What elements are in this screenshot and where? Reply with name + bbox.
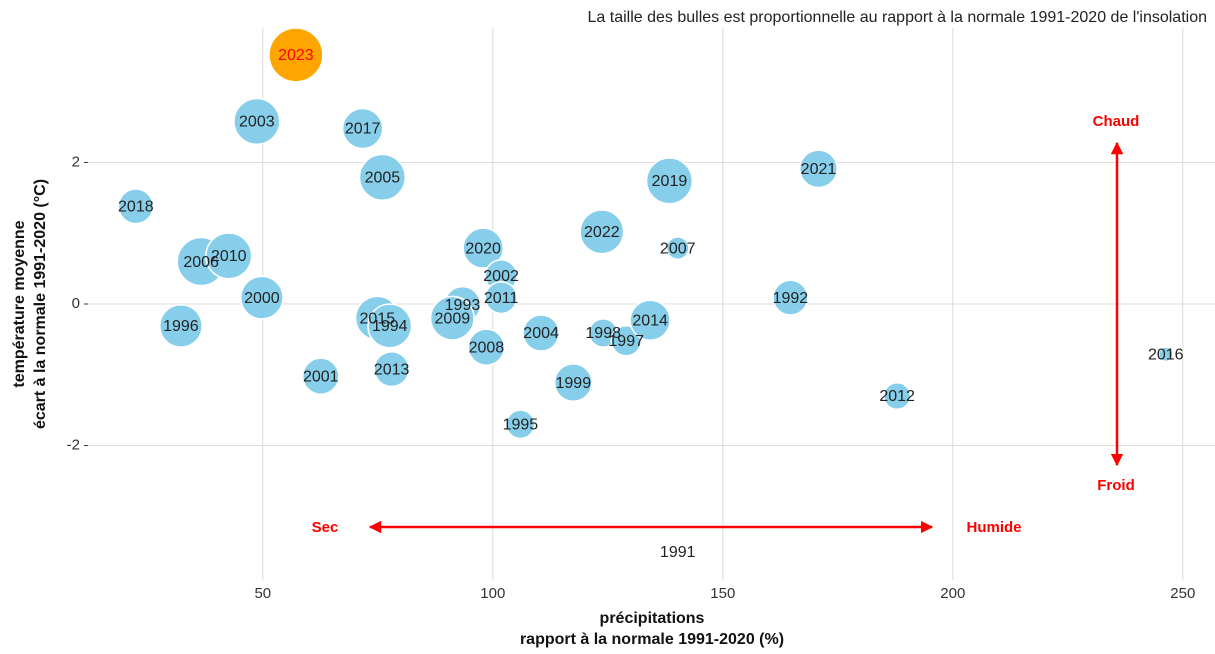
y-axis-title: écart à la normale 1991-2020 (°C) <box>32 179 49 429</box>
bubble <box>665 236 690 261</box>
bubble <box>341 107 384 150</box>
bubble <box>522 314 560 352</box>
bubble-label: 2016 <box>1148 346 1184 363</box>
bubble <box>799 149 838 189</box>
bubble <box>233 97 281 146</box>
x-tick-label: 250 <box>1170 585 1195 602</box>
x-tick-label: 150 <box>710 585 735 602</box>
bubble-label: 1998 <box>585 325 621 342</box>
bubble-label: 1997 <box>608 333 644 350</box>
bubble-label: 2007 <box>660 240 696 257</box>
bubble-label: 2000 <box>244 290 280 307</box>
bubble <box>158 303 203 348</box>
y-tick-label: -2 <box>67 437 80 454</box>
bubble-label: 2003 <box>239 114 275 131</box>
x-axis-title: précipitations <box>600 610 705 627</box>
bubble-label: 1994 <box>372 318 408 335</box>
bubble-label: 2002 <box>483 268 519 285</box>
bubble-label: 2019 <box>652 173 688 190</box>
bubble <box>505 409 536 440</box>
bubble-label: 1991 <box>660 544 696 561</box>
bubble <box>883 382 912 410</box>
bubble <box>117 188 154 225</box>
bubble <box>268 27 324 83</box>
annotation: Humide <box>966 519 1021 536</box>
bubble <box>462 227 504 269</box>
bubble <box>373 351 410 388</box>
annotation: Froid <box>1097 477 1135 494</box>
bubble-label: 2008 <box>469 339 505 356</box>
bubble-label: 2017 <box>345 121 381 138</box>
bubble <box>467 328 506 366</box>
bubble-label: 2020 <box>465 240 501 257</box>
bubble <box>610 325 642 357</box>
bubble-label: 2010 <box>211 248 247 265</box>
bubble-label: 2018 <box>118 199 154 216</box>
bubble <box>772 279 809 316</box>
bubble-label: 2005 <box>365 170 401 187</box>
bubble-label: 2015 <box>360 310 396 327</box>
x-tick-label: 100 <box>480 585 505 602</box>
bubble-label: 1999 <box>556 375 592 392</box>
bubble <box>629 299 671 342</box>
bubble-label: 2021 <box>801 161 837 178</box>
subtitle: La taille des bulles est proportionnelle… <box>588 9 1207 26</box>
bubble-label: 2009 <box>435 310 471 327</box>
bubble-label: 1996 <box>163 318 199 335</box>
bubble-label: 2014 <box>632 312 668 329</box>
bubble <box>1157 346 1174 363</box>
grid <box>84 28 1215 580</box>
y-axis-title: température moyenne <box>11 220 28 387</box>
bubble-label: 2013 <box>374 361 410 378</box>
bubble-label: 2001 <box>303 368 339 385</box>
bubble <box>301 357 340 395</box>
bubble <box>367 303 413 349</box>
bubble-label: 2011 <box>484 290 519 307</box>
bubble <box>239 275 284 320</box>
bubble <box>579 209 625 255</box>
bubble <box>358 153 407 201</box>
bubble <box>553 363 593 403</box>
bubble-label: 1995 <box>503 417 539 434</box>
x-tick-label: 200 <box>940 585 965 602</box>
x-tick-label: 50 <box>254 585 271 602</box>
bubble-label: 2023 <box>278 47 314 64</box>
x-axis-title: rapport à la normale 1991-2020 (%) <box>520 631 784 648</box>
bubble-label: 1993 <box>445 297 481 314</box>
bubble-label: 2022 <box>584 224 620 241</box>
bubble-label: 2006 <box>183 254 219 271</box>
bubble <box>205 232 253 280</box>
bubble-label: 1992 <box>773 290 809 307</box>
bubble <box>484 281 518 315</box>
annotation: Chaud <box>1093 113 1140 130</box>
y-tick-label: 0 <box>72 295 80 312</box>
annotation: Sec <box>312 519 339 536</box>
bubble-label: 2004 <box>523 325 559 342</box>
bubble <box>429 295 475 341</box>
y-tick-label: 2 <box>72 153 80 170</box>
bubble-label: 2012 <box>879 388 915 405</box>
bubble <box>645 157 694 205</box>
